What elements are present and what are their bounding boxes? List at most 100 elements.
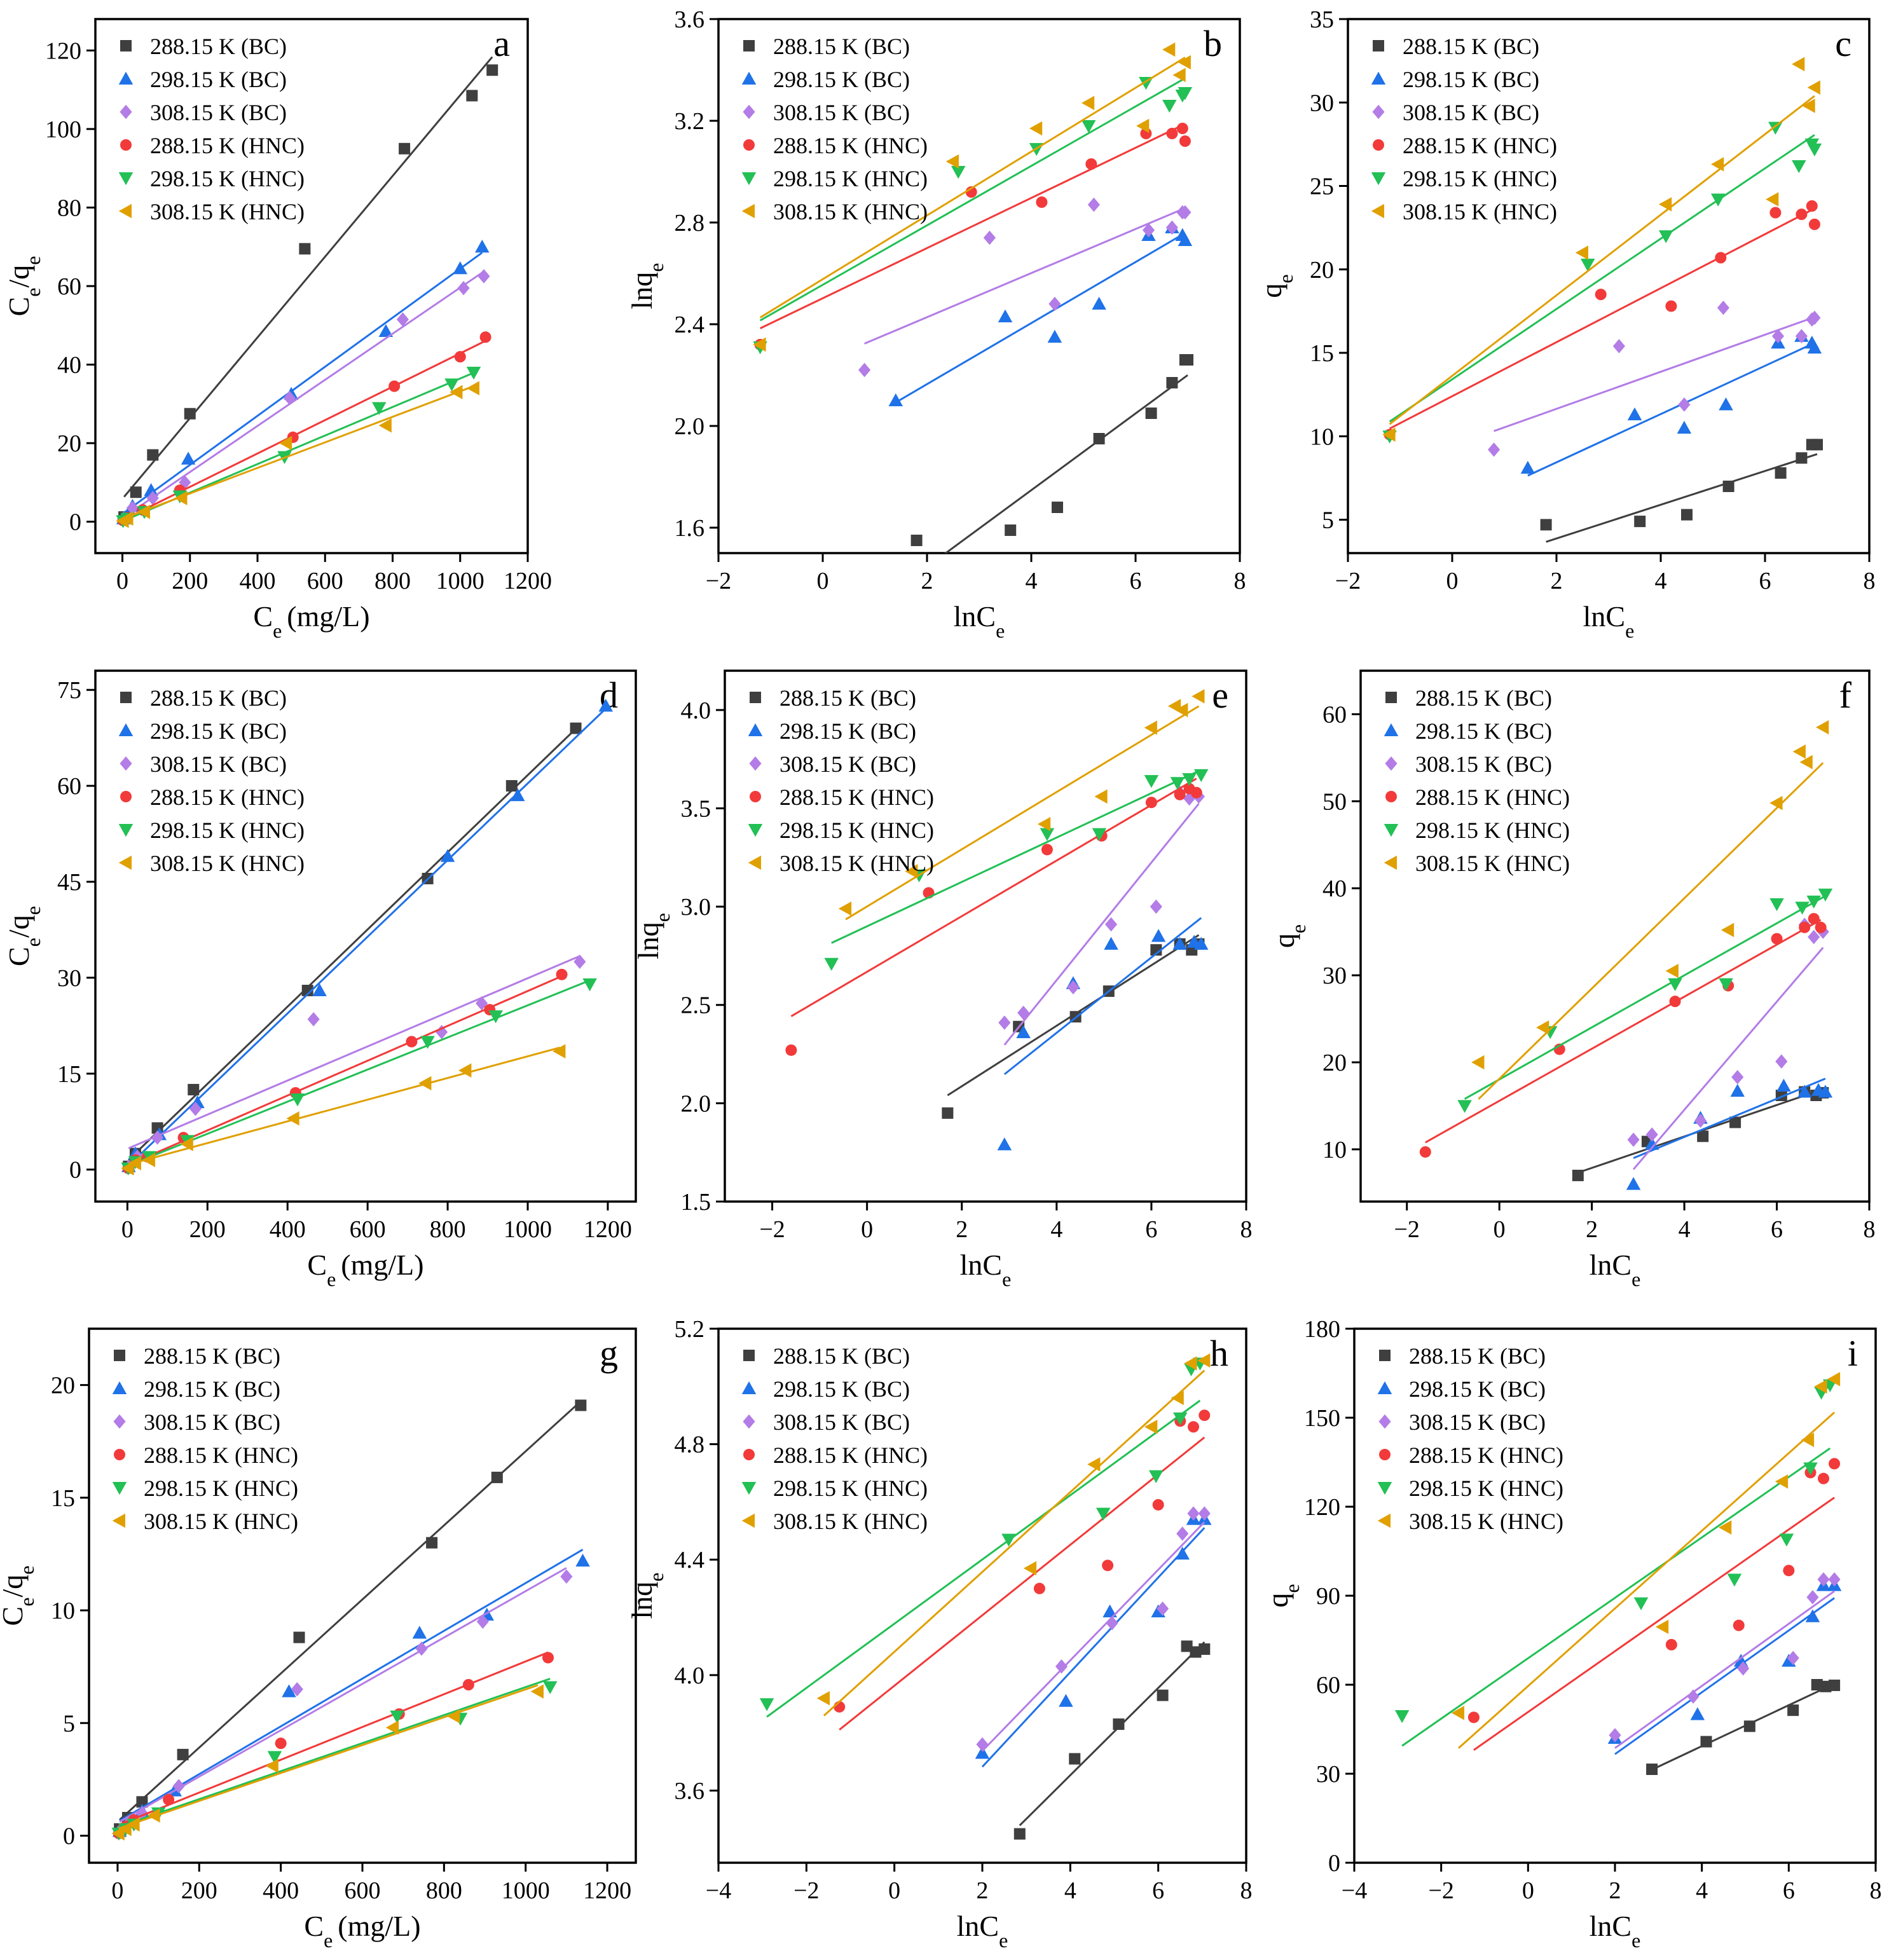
panel-b: −2 0 2 4 6 81.62.02.42.83.23.6lnCelnqeb288.15…: [626, 6, 1246, 642]
data-point: [1144, 775, 1159, 788]
panel-letter: e: [1212, 675, 1228, 716]
x-tick-label: −2: [759, 1216, 785, 1243]
legend-item-308-15-k-bc: 308.15 K (BC): [1372, 100, 1539, 125]
legend-item-298-15-k-hnc: 298.15 K (HNC): [118, 166, 305, 191]
fit-line: [759, 57, 1186, 319]
data-point: [1152, 1498, 1164, 1511]
legend-marker: [741, 172, 757, 186]
data-point: [1175, 1546, 1190, 1560]
data-point: [385, 1720, 399, 1735]
data-point: [905, 864, 918, 879]
data-point: [290, 1093, 305, 1107]
fit-line: [981, 1527, 1206, 1768]
legend-marker: [112, 1513, 125, 1528]
data-point: [1665, 964, 1679, 978]
data-point: [575, 1399, 587, 1411]
x-tick-label: −4: [1342, 1877, 1367, 1904]
data-point: [1792, 160, 1806, 174]
legend-label: 308.15 K (BC): [150, 751, 287, 777]
data-point: [120, 511, 134, 526]
data-point: [286, 1111, 299, 1126]
data-point: [1799, 921, 1811, 933]
legend-item-298-15-k-bc: 298.15 K (BC): [1371, 67, 1539, 92]
y-tick-label: 15: [1310, 340, 1334, 367]
data-point: [307, 1012, 320, 1027]
data-point: [1069, 1753, 1081, 1765]
legend-label: 308.15 K (BC): [1409, 1409, 1546, 1435]
data-point: [184, 408, 196, 420]
data-point: [1807, 143, 1822, 156]
y-tick-label: 5: [63, 1710, 75, 1737]
data-point: [1144, 1420, 1158, 1434]
data-point: [436, 1025, 448, 1039]
legend-label: 308.15 K (HNC): [1415, 851, 1570, 876]
data-point: [975, 1746, 990, 1759]
data-point: [1104, 917, 1118, 932]
legend-item-288-15-k-bc: 288.15 K (BC): [120, 685, 287, 711]
data-point: [127, 1817, 140, 1832]
data-point: [1806, 895, 1821, 908]
data-point: [1182, 773, 1197, 786]
y-tick-label: 30: [1316, 1761, 1340, 1788]
legend-marker: [743, 1350, 755, 1361]
legend-marker: [118, 824, 134, 837]
legend-marker: [120, 139, 132, 151]
y-tick-label: 0: [63, 1823, 75, 1849]
data-point: [1085, 158, 1097, 170]
data-point: [553, 1044, 566, 1059]
legend-item-298-15-k-bc: 298.15 K (BC): [112, 1376, 280, 1402]
data-point: [1658, 197, 1672, 212]
data-point: [1013, 1828, 1026, 1840]
series-298-15-k-bc: [997, 917, 1209, 1151]
legend-marker: [1385, 791, 1397, 802]
y-tick-label: 3.2: [675, 108, 705, 135]
x-tick-label: 8: [1240, 1216, 1253, 1243]
series-308-15-k-hnc: [1471, 720, 1829, 1100]
legend-marker: [1384, 824, 1399, 837]
fit-line: [1614, 1597, 1835, 1755]
data-point: [466, 381, 479, 395]
data-point: [1609, 1728, 1621, 1743]
legend-label: 288.15 K (BC): [1409, 1343, 1546, 1369]
data-point: [1658, 230, 1673, 243]
x-tick-label: 600: [350, 1216, 386, 1243]
x-tick-label: 0: [121, 1216, 134, 1243]
legend-label: 288.15 K (HNC): [150, 785, 305, 810]
data-point: [1799, 755, 1813, 769]
legend-item-298-15-k-hnc: 298.15 K (HNC): [741, 166, 928, 191]
data-point: [505, 780, 518, 792]
data-point: [1769, 795, 1783, 811]
y-tick-label: 60: [1316, 1672, 1340, 1699]
legend-item-298-15-k-hnc: 298.15 K (HNC): [748, 818, 934, 843]
legend-label: 308.15 K (BC): [1403, 100, 1539, 125]
data-point: [1719, 978, 1733, 992]
data-point: [486, 64, 498, 76]
legend-marker: [1377, 1513, 1391, 1528]
data-point: [1176, 123, 1188, 134]
series-298-15-k-hnc: [759, 1357, 1207, 1718]
y-tick-label: 3.0: [681, 894, 711, 921]
fit-line: [895, 232, 1186, 404]
legend-label: 288.15 K (BC): [773, 1343, 910, 1369]
data-point: [1041, 844, 1053, 856]
legend-label: 308.15 K (BC): [150, 100, 287, 125]
data-point: [312, 983, 327, 997]
data-point: [1170, 777, 1185, 790]
x-tick-label: −2: [793, 1877, 819, 1904]
legend-label: 298.15 K (HNC): [150, 818, 305, 843]
y-tick-label: 2.8: [675, 210, 705, 236]
legend-item-308-15-k-hnc: 308.15 K (HNC): [1371, 199, 1557, 224]
legend-item-298-15-k-hnc: 298.15 K (HNC): [112, 1476, 298, 1501]
legend-marker: [118, 855, 132, 870]
data-point: [1717, 300, 1729, 315]
data-point: [1796, 209, 1808, 221]
data-point: [146, 491, 159, 505]
fit-line: [119, 1401, 582, 1821]
x-tick-label: 4: [1655, 568, 1667, 594]
legend-marker: [743, 104, 755, 120]
data-point: [816, 1690, 830, 1706]
data-point: [388, 380, 401, 392]
legend-marker: [1377, 1381, 1392, 1394]
